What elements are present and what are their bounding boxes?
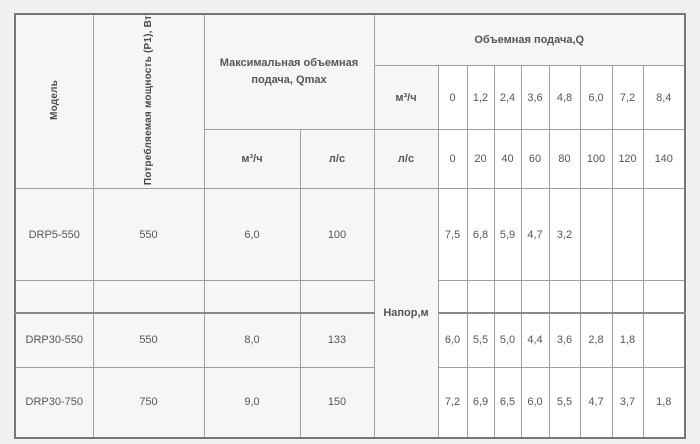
flow-m3h-value: 6,0 [579, 65, 613, 130]
column-header-qmax: Максимальная объемная подача, Qmax [203, 13, 375, 130]
model-header-label: Модель [48, 80, 60, 121]
head-row-label: Напор,м [373, 188, 439, 439]
flow-m3h-value: 7,2 [611, 65, 644, 130]
qmax-ls-cell: 133 [299, 311, 375, 369]
head-value-cell: 2,8 [579, 311, 613, 369]
flow-m3h-value: 3,6 [520, 65, 550, 130]
head-value-cell: 6,0 [437, 311, 468, 369]
flow-ls-value: 20 [466, 128, 495, 190]
flow-m3h-value: 4,8 [548, 65, 581, 130]
qmax-ls-cell: 100 [299, 188, 375, 282]
power-header-label: Потребляемая мощность (P1), Вт [143, 15, 154, 186]
flow-m3h-value: 8,4 [642, 65, 686, 130]
head-value-cell: 5,9 [493, 188, 522, 282]
qmax-m3h-cell: 8,0 [203, 311, 301, 369]
flow-ls-value: 120 [611, 128, 644, 190]
head-value-cell [611, 280, 644, 314]
model-cell [14, 280, 94, 314]
head-value-cell: 5,5 [466, 311, 495, 369]
head-value-cell [579, 188, 613, 282]
head-value-cell [437, 280, 468, 314]
flow-ls-value: 140 [642, 128, 686, 190]
column-header-model: Модель [14, 13, 94, 190]
flow-m3h-value: 0 [437, 65, 468, 130]
head-value-cell [611, 188, 644, 282]
qmax-m3h-cell: 9,0 [203, 367, 301, 439]
qmax-ls-cell: 150 [299, 367, 375, 439]
head-value-cell: 5,5 [548, 367, 581, 439]
flow-ls-value: 0 [437, 128, 468, 190]
flow-ls-unit-label: л/с [373, 128, 439, 190]
header-row-titles: Модель Потребляемая мощность (P1), Вт Ма… [14, 13, 686, 190]
column-header-power: Потребляемая мощность (P1), Вт [92, 13, 205, 190]
column-header-flow: Объемная подача,Q [373, 13, 686, 67]
head-value-cell: 3,7 [611, 367, 644, 439]
head-value-cell: 7,2 [437, 367, 468, 439]
head-value-cell: 3,6 [548, 311, 581, 369]
head-value-cell: 4,7 [579, 367, 613, 439]
power-cell: 550 [92, 188, 205, 282]
table-row: DRP30-550 550 8,0 133 6,0 5,5 5,0 4,4 3,… [14, 311, 686, 369]
qmax-m3h-unit-label: м³/ч [203, 128, 301, 190]
power-cell [92, 280, 205, 314]
qmax-m3h-cell: 6,0 [203, 188, 301, 282]
qmax-m3h-cell [203, 280, 301, 314]
flow-m3h-value: 2,4 [493, 65, 522, 130]
flow-ls-value: 80 [548, 128, 581, 190]
model-cell: DRP30-550 [14, 311, 94, 369]
head-value-cell: 3,2 [548, 188, 581, 282]
header-row-flow-ls: м³/ч л/с л/с 0 20 40 60 80 100 120 140 [15, 128, 686, 190]
power-cell: 550 [92, 311, 205, 369]
table-row-spacer [14, 280, 686, 314]
table-row: DRP30-750 750 9,0 150 7,2 6,9 6,5 6,0 5,… [14, 367, 686, 439]
head-value-cell [579, 280, 613, 314]
head-value-cell [493, 280, 522, 314]
power-cell: 750 [92, 367, 205, 439]
head-value-cell: 7,5 [437, 188, 468, 282]
head-value-cell [642, 188, 686, 282]
head-value-cell: 4,7 [520, 188, 550, 282]
flow-m3h-unit-label: м³/ч [373, 65, 439, 130]
head-value-cell: 4,4 [520, 311, 550, 369]
head-value-cell [642, 280, 686, 314]
flow-ls-value: 100 [579, 128, 613, 190]
head-value-cell: 1,8 [611, 311, 644, 369]
head-value-cell: 6,9 [466, 367, 495, 439]
flow-ls-value: 40 [493, 128, 522, 190]
head-value-cell [642, 311, 686, 369]
model-cell: DRP30-750 [14, 367, 94, 439]
head-value-cell [466, 280, 495, 314]
head-value-cell: 6,0 [520, 367, 550, 439]
flow-ls-value: 60 [520, 128, 550, 190]
pump-spec-table: Модель Потребляемая мощность (P1), Вт Ма… [14, 13, 686, 439]
head-value-cell: 1,8 [642, 367, 686, 439]
head-value-cell [520, 280, 550, 314]
qmax-ls-unit-label: л/с [299, 128, 375, 190]
table-row: DRP5-550 550 6,0 100 Напор,м 7,5 6,8 5,9… [14, 188, 686, 439]
head-value-cell [548, 280, 581, 314]
model-cell: DRP5-550 [14, 188, 94, 282]
qmax-ls-cell [299, 280, 375, 314]
flow-m3h-value: 1,2 [466, 65, 495, 130]
head-value-cell: 6,8 [466, 188, 495, 282]
head-value-cell: 5,0 [493, 311, 522, 369]
head-value-cell: 6,5 [493, 367, 522, 439]
